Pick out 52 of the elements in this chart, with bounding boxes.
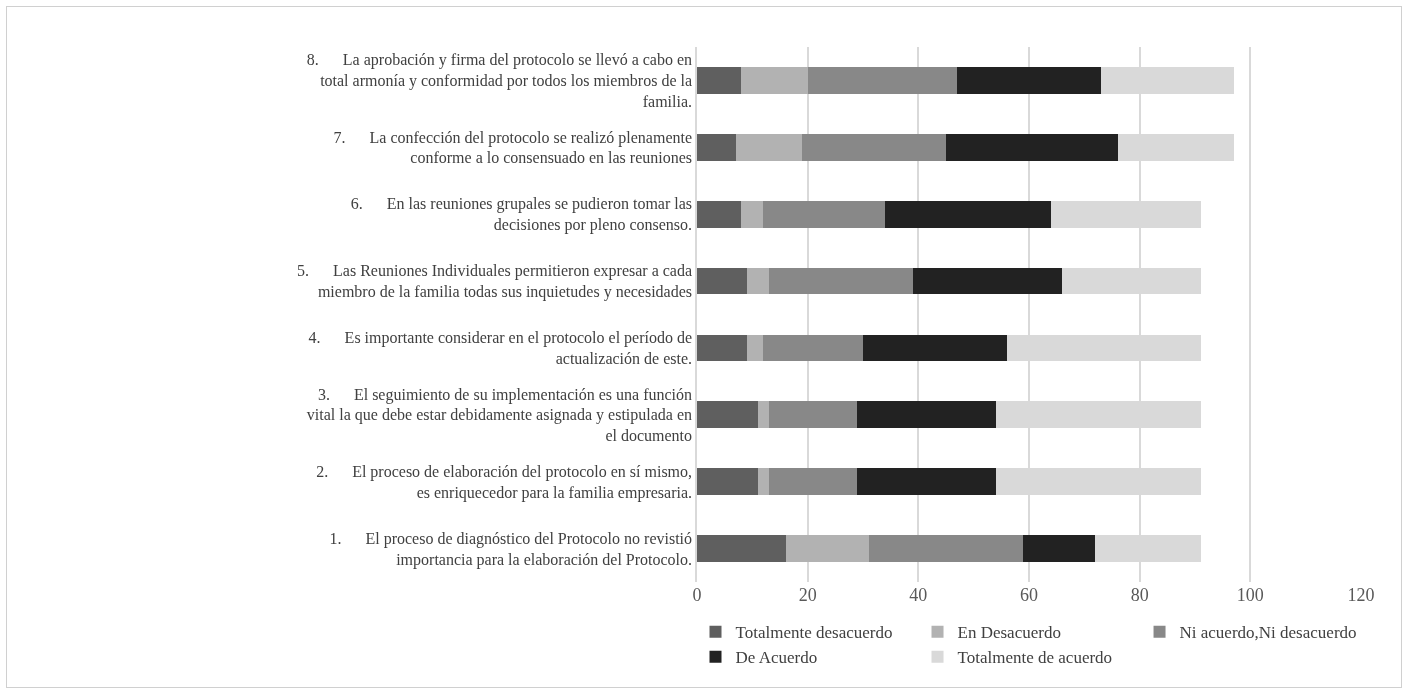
- bar: [697, 468, 758, 496]
- bar: [763, 334, 863, 362]
- bar: [785, 535, 869, 562]
- bar: [746, 267, 769, 295]
- bar: [697, 334, 747, 362]
- bar: [957, 67, 1101, 94]
- bar: [697, 200, 742, 228]
- bar: [1023, 535, 1096, 562]
- legend-label: Totalmente desacuerdo: [735, 623, 893, 643]
- y-tick-label: 1. El proceso de diagnóstico del Protocolo no revistió importancia para la elaboración del Protocolo.: [329, 529, 693, 569]
- y-tick-label: 3. El seguimiento de su implementación es una función vital la que debe estar debidamente asignada y estipulada en el documento: [306, 385, 693, 445]
- bar: [697, 67, 742, 94]
- bar: [863, 334, 1007, 362]
- x-tick-label: 100: [1236, 585, 1264, 605]
- bar: [885, 200, 1052, 228]
- bar: [912, 267, 1063, 295]
- y-tick-label: 8. La aprobación y firma del protocolo se llevó a cabo en total armonía y conformidad por todos los miembros de la familia.: [306, 51, 693, 110]
- x-tick-label: 20: [798, 585, 817, 605]
- bar: [697, 401, 758, 429]
- bar: [697, 267, 747, 295]
- x-tick-label: 40: [909, 585, 928, 605]
- y-tick-label: 2. El proceso de elaboración del protocolo en sí mismo, es enriquecedor para la familia empresaria.: [316, 462, 693, 502]
- bar: [802, 133, 946, 161]
- legend-label: Ni acuerdo,Ni desacuerdo: [1179, 623, 1357, 643]
- x-tick-label: 120: [1347, 585, 1375, 605]
- bar: [741, 200, 764, 228]
- bar: [746, 334, 764, 362]
- bar: [757, 401, 769, 429]
- bar: [768, 401, 858, 429]
- y-tick-label: 4. Es importante considerar en el protocolo el período de actualización de este.: [308, 329, 693, 367]
- bar: [857, 468, 996, 496]
- bar: [763, 200, 886, 228]
- y-tick-label: 6. En las reuniones grupales se pudieron tomar las decisiones por pleno consenso.: [350, 195, 693, 235]
- x-tick-label: 80: [1130, 585, 1149, 605]
- bar: [807, 67, 958, 94]
- bar: [697, 535, 786, 562]
- x-tick-label: 60: [1020, 585, 1038, 605]
- bar: [741, 67, 808, 94]
- bar: [768, 468, 858, 496]
- y-tick-label: 5. Las Reuniones Individuales permitieron expresar a cada miembro de la familia todas sus inquietudes y necesidades: [297, 262, 693, 302]
- legend-label: Totalmente de acuerdo: [957, 648, 1113, 668]
- bar: [946, 133, 1118, 161]
- bar: [735, 133, 803, 161]
- bar: [757, 468, 769, 496]
- legend-label: De Acuerdo: [735, 648, 818, 668]
- bar: [768, 267, 913, 295]
- x-tick-label: 0: [692, 585, 702, 605]
- bar: [857, 401, 996, 429]
- legend-label: En Desacuerdo: [957, 623, 1061, 643]
- bar: [868, 535, 1024, 562]
- y-tick-label: 7. La confección del protocolo se realizó plenamente conforme a lo consensuado en las reuniones: [333, 128, 693, 167]
- bar: [697, 133, 736, 161]
